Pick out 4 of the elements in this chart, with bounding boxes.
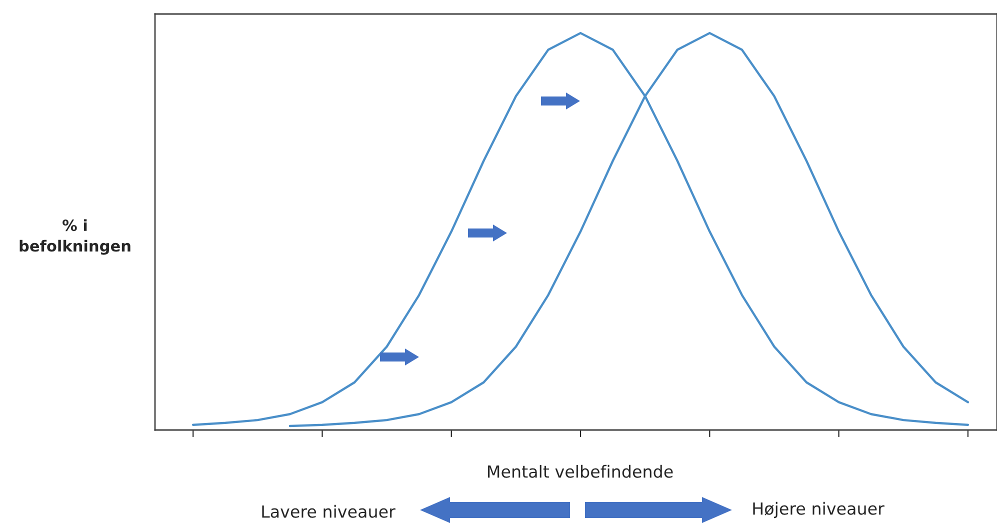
text: Højere niveauer	[753, 502, 884, 518]
x-axis-title: Mentalt velbefindende	[488, 464, 673, 478]
text: Lavere niveauer	[262, 504, 396, 518]
y-axis-title: % i befolkningen	[20, 219, 130, 255]
